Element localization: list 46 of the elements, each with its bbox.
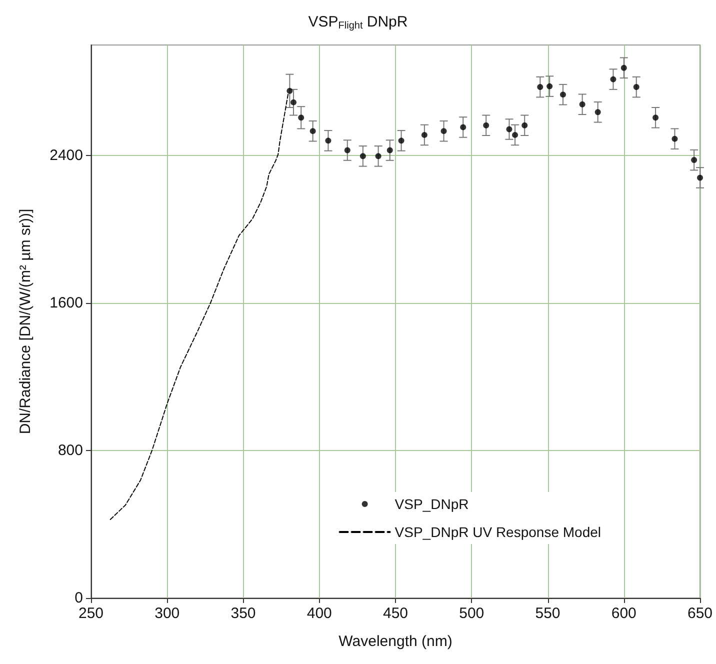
point (672, 136, 678, 142)
x-tick-label: 650 (687, 605, 713, 622)
point (560, 92, 566, 98)
x-tick-label: 550 (535, 605, 560, 622)
y-tick-label: 0 (74, 590, 83, 606)
point (360, 153, 366, 160)
point (594, 109, 601, 116)
legend-label: VSP_DNpR (394, 496, 469, 512)
legend-label: VSP_DNpR UV Response Model (394, 524, 602, 540)
y-axis-title: DN/Radiance [DN/(W/(m² µm sr))] (17, 208, 34, 434)
point (610, 76, 616, 82)
point (697, 174, 703, 181)
point (375, 153, 382, 160)
point (522, 122, 528, 128)
point (298, 114, 304, 121)
point (483, 122, 490, 128)
x-tick-label: 350 (230, 605, 256, 622)
point (398, 138, 404, 144)
y-tick-label: 2400 (50, 147, 83, 164)
x-tick-label: 300 (154, 605, 180, 622)
y-tick-label: 1600 (50, 294, 83, 312)
point (310, 128, 316, 134)
point (421, 132, 428, 138)
point (652, 114, 659, 121)
point (286, 88, 293, 94)
point (386, 147, 393, 154)
point (691, 157, 698, 164)
y-tick-label: 800 (58, 442, 83, 460)
point (546, 83, 553, 90)
point (460, 124, 466, 130)
x-tick-label: 450 (382, 605, 408, 622)
x-tick-label: 500 (459, 605, 484, 622)
point (537, 84, 544, 90)
point (290, 99, 296, 106)
x-tick-label: 400 (306, 605, 332, 622)
point (506, 126, 512, 132)
point (579, 101, 586, 108)
point (633, 84, 640, 90)
point (344, 147, 350, 154)
x-tick-label: 600 (611, 605, 636, 622)
x-tick-label: 250 (78, 605, 104, 622)
point (325, 138, 332, 144)
point (620, 64, 627, 71)
point (440, 128, 447, 134)
point (512, 132, 518, 138)
x-axis-title: Wavelength (nm) (338, 633, 452, 650)
